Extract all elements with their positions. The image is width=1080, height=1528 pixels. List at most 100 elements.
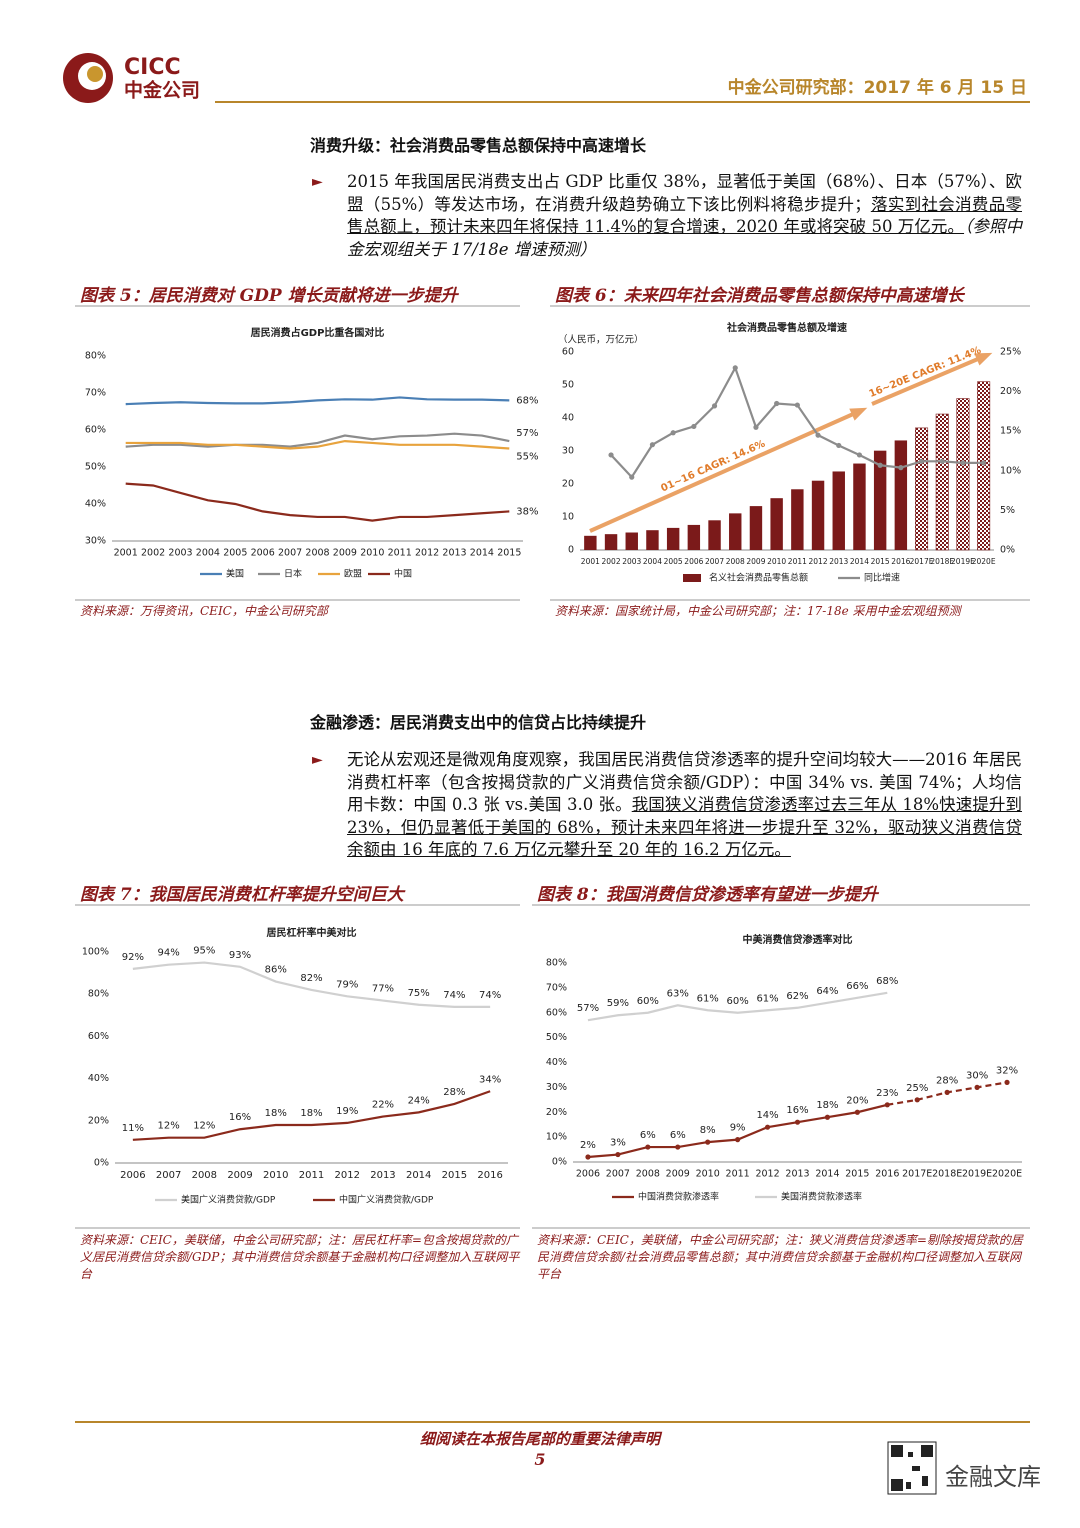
data-label: 60% — [727, 996, 749, 1007]
x-tick-label: 2003 — [622, 557, 641, 566]
data-label: 68% — [516, 395, 538, 406]
data-label: 18% — [265, 1108, 287, 1119]
x-tick-label: 2012 — [809, 557, 828, 566]
point — [884, 1102, 890, 1108]
x-tick-label: 2015 — [845, 1169, 869, 1180]
chart-title: 居民杠杆率中美对比 — [267, 926, 357, 939]
text: 2015 年我国居民消费支出占 GDP 比重仅 38%，显著低于美国（68%）、… — [347, 172, 1022, 214]
section-heading: 消费升级：社会消费品零售总额保持中高速增长 — [310, 136, 647, 155]
series-line — [125, 396, 510, 406]
annotation: 01~16 CAGR: 14.6% — [659, 438, 767, 494]
x-tick-label: 2009 — [333, 548, 357, 559]
y-tick-label: 100% — [82, 947, 109, 958]
x-tick-label: 2008 — [305, 548, 329, 559]
x-tick-label: 2010 — [263, 1170, 288, 1181]
y-tick-label: 0% — [552, 1157, 567, 1168]
series-line — [132, 961, 491, 1008]
x-tick-label: 2014 — [815, 1169, 839, 1180]
point — [939, 458, 945, 464]
qr-code — [887, 1441, 937, 1495]
x-tick-label: 2004 — [196, 548, 220, 559]
legend-label: 名义社会消费品零售总额 — [709, 572, 808, 584]
y-tick-label: 20 — [562, 479, 574, 490]
legend-label: 中国消费贷款渗透率 — [638, 1191, 719, 1203]
data-label: 28% — [443, 1087, 465, 1098]
x-tick-label: 2011 — [726, 1169, 750, 1180]
bar — [853, 463, 866, 550]
x-tick-label: 2012 — [755, 1169, 779, 1180]
paragraph: 2015 年我国居民消费支出占 GDP 比重仅 38%，显著低于美国（68%）、… — [347, 171, 1022, 261]
data-label: 95% — [193, 946, 215, 957]
bullet: ► — [312, 752, 323, 768]
x-tick-label: 2012 — [335, 1170, 360, 1181]
point — [824, 1114, 831, 1120]
y-tick-label: 0 — [568, 545, 574, 556]
data-label: 3% — [610, 1138, 626, 1149]
bar — [666, 527, 680, 550]
header-date: 中金公司研究部：2017 年 6 月 15 日 — [728, 77, 1027, 98]
data-label: 30% — [966, 1070, 988, 1081]
point — [585, 1154, 591, 1160]
y-tick-label: 40% — [88, 1073, 109, 1084]
data-label: 57% — [516, 428, 538, 439]
y2-tick-label: 0% — [1000, 545, 1015, 556]
series-line — [587, 991, 888, 1022]
data-label: 86% — [265, 965, 287, 976]
bar — [894, 440, 908, 550]
data-label: 57% — [577, 1003, 599, 1014]
figure-source: 资料来源：CEIC，美联储，中金公司研究部；注：狭义消费信贷渗透率=剔除按揭贷款… — [537, 1233, 1023, 1281]
x-tick-label: 2004 — [643, 557, 662, 566]
arrow-head — [974, 352, 993, 366]
y-tick-label: 20% — [546, 1107, 567, 1118]
x-tick-label: 2011 — [788, 557, 807, 566]
y2-tick-label: 25% — [1000, 347, 1021, 358]
x-tick-label: 2011 — [299, 1170, 324, 1181]
data-label: 12% — [193, 1121, 215, 1132]
arrow-head — [849, 407, 868, 421]
point — [854, 1109, 860, 1115]
x-tick-label: 2013 — [442, 548, 466, 559]
y-tick-label: 80% — [546, 958, 567, 969]
figure-caption: 图表 8：我国消费信贷渗透率有望进一步提升 — [537, 885, 878, 905]
x-tick-label: 2016 — [891, 557, 910, 566]
legend-label: 日本 — [284, 568, 302, 580]
point — [732, 365, 738, 371]
page-number: 5 — [534, 1450, 546, 1469]
point — [711, 403, 718, 409]
data-label: 22% — [372, 1100, 394, 1111]
series-line — [125, 439, 510, 450]
x-tick-label: 2006 — [684, 557, 703, 566]
legend-label: 中国 — [394, 568, 412, 580]
y-axis-label: （人民币，万亿元） — [558, 334, 644, 346]
y-tick-label: 30 — [562, 446, 574, 457]
x-tick-label: 2015 — [871, 557, 890, 566]
legend-label: 美国 — [226, 568, 244, 580]
y2-tick-label: 15% — [1000, 426, 1021, 437]
x-tick-label: 2015 — [442, 1170, 467, 1181]
figure-caption: 图表 7：我国居民消费杠杆率提升空间巨大 — [80, 885, 404, 905]
bar — [873, 450, 887, 550]
note: （参照中金宏观组关于 17/18e 增速预测） — [347, 217, 1023, 259]
data-label: 18% — [816, 1100, 838, 1111]
data-label: 93% — [229, 950, 251, 961]
trend-arrow — [871, 354, 986, 406]
data-label: 25% — [906, 1083, 928, 1094]
point — [794, 1119, 801, 1125]
paragraph: 无论从宏观还是微观角度观察，我国居民消费信贷渗透率的提升空间均较大——2016 … — [347, 749, 1022, 862]
y-tick-label: 70% — [546, 982, 567, 993]
x-tick-label: 2007 — [606, 1169, 630, 1180]
point — [877, 462, 883, 468]
figure-source: 资料来源：万得资讯，CEIC，中金公司研究部 — [80, 604, 328, 618]
data-label: 63% — [667, 988, 689, 999]
chart-title: 中美消费信贷渗透率对比 — [743, 933, 853, 946]
x-tick-label: 2007 — [156, 1170, 181, 1181]
point — [675, 1144, 681, 1150]
legend-label: 中国广义消费贷款/GDP — [339, 1194, 434, 1206]
point — [645, 1144, 651, 1150]
data-label: 59% — [607, 998, 629, 1009]
bar — [749, 506, 763, 550]
data-label: 62% — [786, 991, 808, 1002]
data-label: 8% — [700, 1125, 716, 1136]
x-tick-label: 2013 — [829, 557, 848, 566]
